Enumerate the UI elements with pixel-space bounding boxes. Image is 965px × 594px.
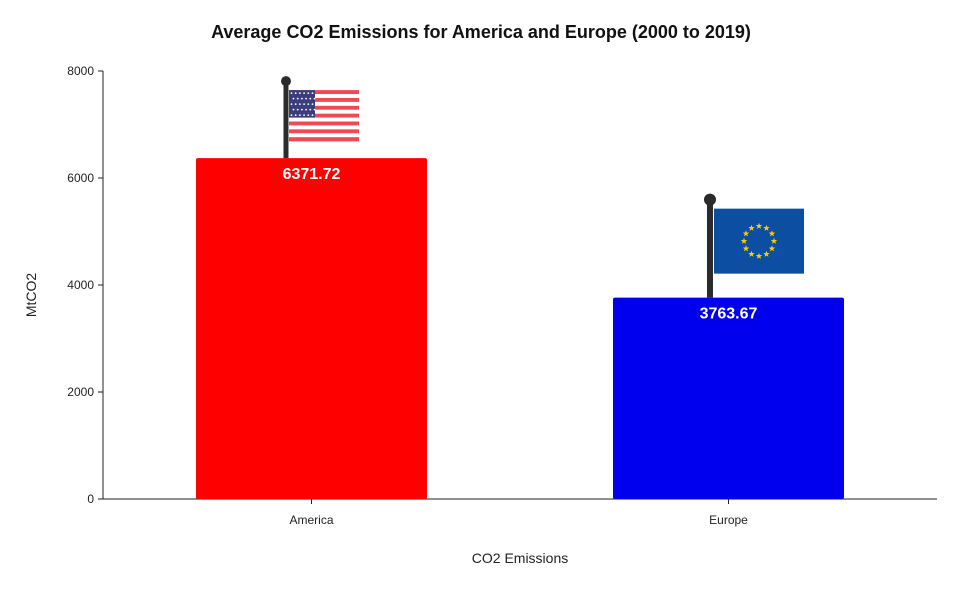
eu-flag-icon [703, 193, 804, 298]
y-tick-label: 4000 [67, 278, 94, 292]
bar-america [195, 158, 428, 499]
flag-star [300, 108, 303, 111]
flag-star [294, 114, 297, 117]
flag-star [307, 92, 310, 95]
flag-star [740, 237, 748, 244]
flag-star [313, 97, 316, 100]
chart-title: Average CO2 Emissions for America and Eu… [211, 22, 751, 42]
flag-star [755, 222, 763, 229]
flag-star [294, 92, 297, 95]
flag-star [748, 250, 755, 257]
flag-star [763, 224, 770, 231]
y-axis-label: MtCO2 [23, 273, 39, 318]
flag-star [313, 108, 316, 111]
flag-star [290, 114, 293, 117]
flag-field [713, 208, 804, 274]
flag-star [307, 114, 310, 117]
flag-star [298, 103, 301, 106]
flag-star [748, 224, 755, 231]
flag-canton [288, 90, 315, 118]
flag-star [303, 103, 305, 106]
bar-europe [612, 297, 845, 499]
flag-stripe [288, 109, 359, 114]
flag-star [292, 97, 295, 100]
flag-star [298, 92, 301, 95]
flag-star [309, 97, 312, 100]
y-tick-label: 8000 [67, 64, 94, 78]
flag-star [770, 237, 778, 244]
flag-star [290, 103, 293, 106]
flag-pole-knob [703, 193, 716, 206]
flag-star [742, 245, 750, 252]
flag-star [305, 97, 307, 100]
y-tick-label: 2000 [67, 385, 94, 399]
data-label: 3763.67 [700, 306, 758, 323]
flag-star [303, 114, 305, 117]
x-axis-label: CO2 Emissions [472, 550, 568, 566]
flag-stripe [288, 94, 359, 99]
flag-star [294, 103, 297, 106]
flag-star [298, 114, 301, 117]
usa-flag-icon [280, 76, 359, 159]
flag-stripe [288, 121, 359, 126]
flag-star [300, 97, 303, 100]
flag-stripe [288, 97, 359, 103]
flag-star [768, 230, 776, 237]
flag-star [307, 103, 310, 106]
flag-star [311, 92, 314, 95]
flag-stripe [288, 137, 359, 142]
flag-star [311, 114, 314, 117]
flag-stripe [288, 117, 359, 122]
data-label: 6371.72 [283, 166, 341, 183]
flag-star [742, 230, 750, 237]
flag-stripe [288, 125, 359, 130]
flag-star [768, 245, 776, 252]
flag-stripe [288, 105, 359, 111]
x-tick-label: Europe [709, 513, 748, 527]
x-tick-label: America [289, 513, 333, 527]
flag-stripe [288, 90, 359, 95]
flag-pole-knob [280, 76, 291, 87]
flag-star [305, 108, 307, 111]
flag-stripe [288, 129, 359, 134]
flag-star [309, 108, 312, 111]
flag-star [296, 97, 299, 100]
flag-star [303, 92, 305, 95]
plot-area: 0 2000 4000 6000 8000 America 6371.72 Europe 376… [67, 64, 937, 527]
flag-star [755, 252, 763, 259]
flag-star [763, 250, 770, 257]
flag-star [311, 103, 314, 106]
flag-star [296, 108, 299, 111]
flag-stripe [288, 113, 359, 118]
flag-star [292, 108, 295, 111]
y-tick-label: 0 [87, 492, 94, 506]
flag-star [290, 92, 293, 95]
flag-stripe [288, 133, 359, 138]
y-tick-label: 6000 [67, 171, 94, 185]
flag-stripe [288, 101, 359, 107]
